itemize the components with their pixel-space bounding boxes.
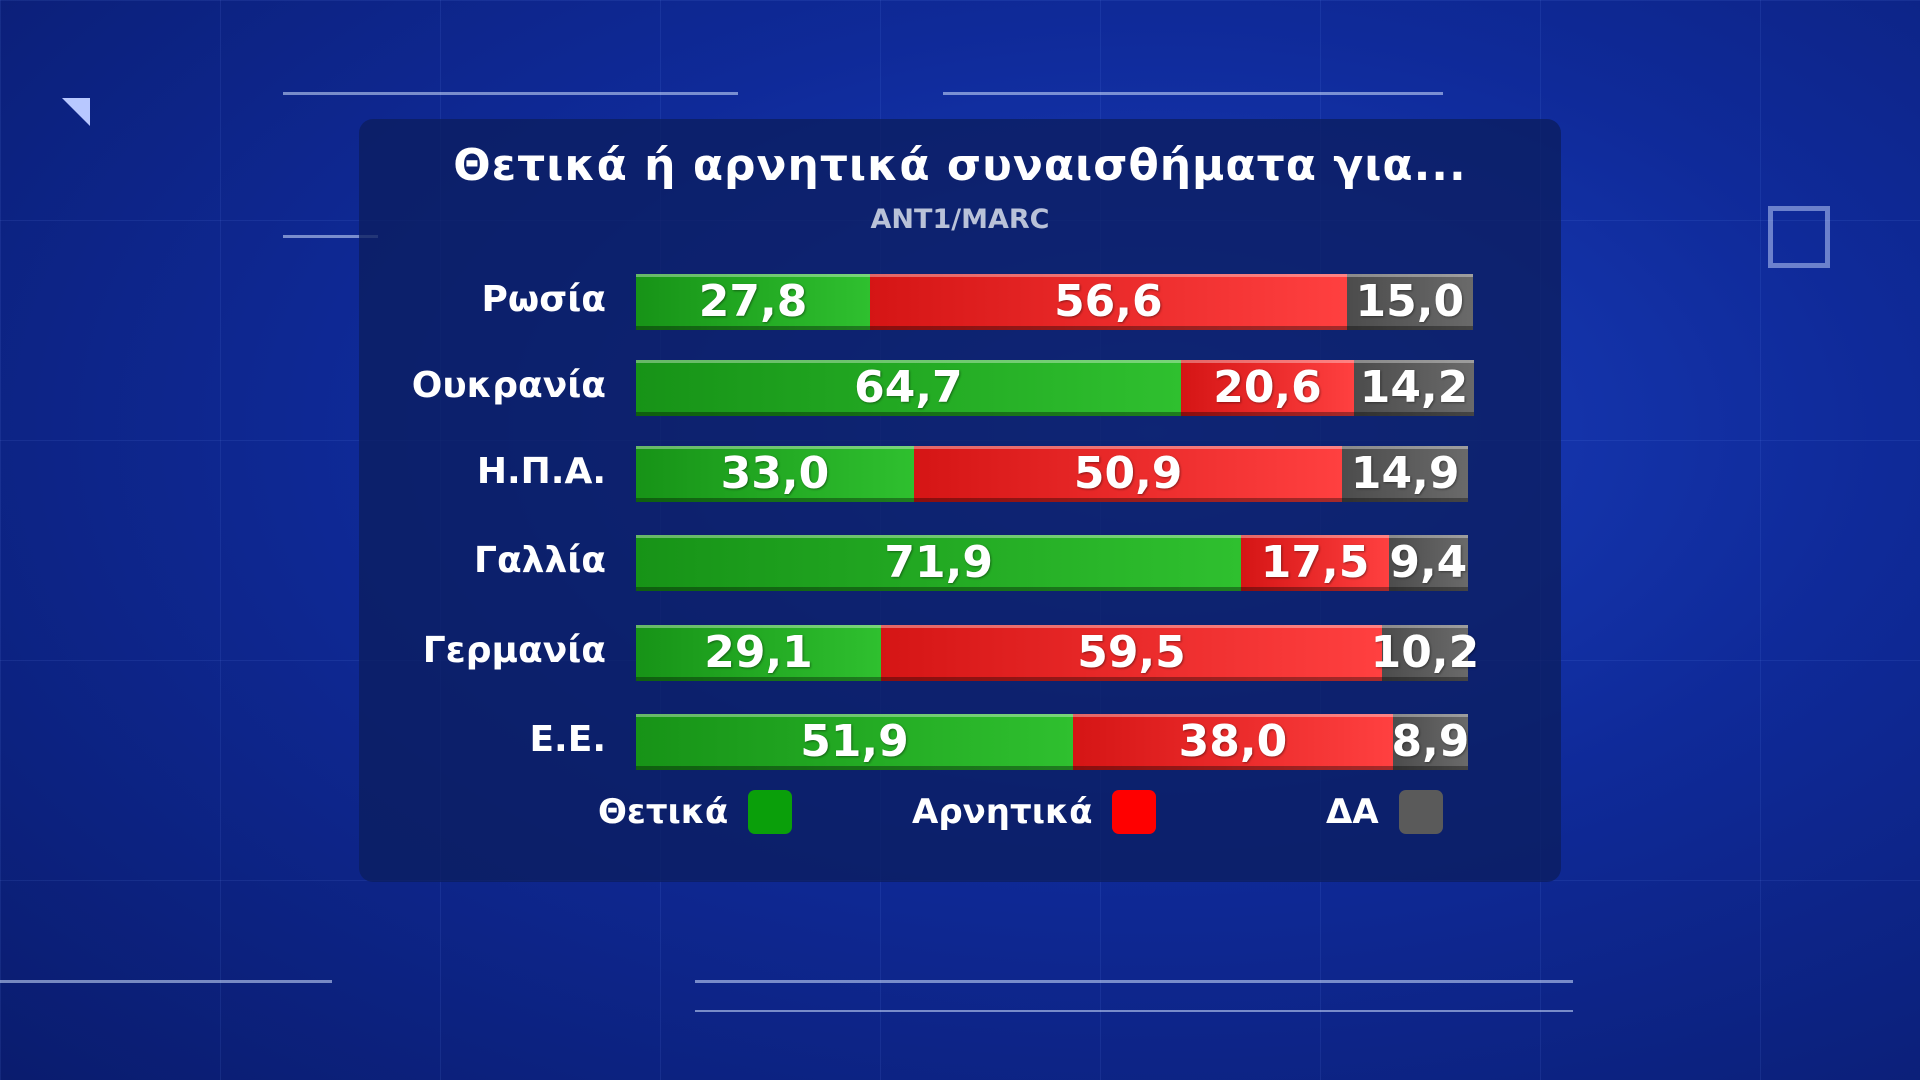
data-label: 20,6 xyxy=(1213,362,1322,413)
bar-segment-positive: 64,7 xyxy=(636,360,1181,416)
data-label: 38,0 xyxy=(1178,716,1288,767)
legend-item: Θετικά xyxy=(598,790,793,834)
legend-item: Αρνητικά xyxy=(912,790,1157,834)
legend-swatch xyxy=(1112,790,1157,834)
decor-line xyxy=(283,92,738,95)
decor-line xyxy=(943,92,1443,95)
data-label: 51,9 xyxy=(800,716,909,767)
data-label: 29,1 xyxy=(704,627,813,678)
bar-segment-positive: 33,0 xyxy=(636,446,914,502)
bar-segment-negative: 59,5 xyxy=(881,625,1382,681)
bar-segment-dk: 8,9 xyxy=(1391,714,1470,770)
category-label: Η.Π.Α. xyxy=(476,451,606,492)
data-label: 50,9 xyxy=(1073,448,1183,499)
data-label: 8,9 xyxy=(1391,716,1470,767)
bar-segment-positive: 29,1 xyxy=(636,625,882,681)
data-label: 56,6 xyxy=(1054,276,1163,327)
legend-label: ΔΑ xyxy=(1326,792,1379,832)
category-label: Ουκρανία xyxy=(411,365,606,406)
bar-segment-dk: 14,9 xyxy=(1342,446,1468,502)
legend-label: Αρνητικά xyxy=(912,792,1093,832)
legend-item: ΔΑ xyxy=(1326,790,1443,834)
bar-segment-positive: 71,9 xyxy=(636,535,1242,591)
bar-segment-dk: 9,4 xyxy=(1388,535,1468,591)
decor-line xyxy=(283,235,378,238)
legend-swatch xyxy=(1398,790,1443,834)
decor-line xyxy=(0,980,332,983)
data-label: 9,4 xyxy=(1389,537,1468,588)
category-label: Ρωσία xyxy=(481,279,606,320)
bar-segment-positive: 27,8 xyxy=(636,274,871,330)
bar-segment-dk: 10,2 xyxy=(1371,625,1479,681)
bar-segment-negative: 20,6 xyxy=(1180,360,1355,416)
bar-segment-negative: 38,0 xyxy=(1072,714,1393,770)
data-label: 14,2 xyxy=(1359,362,1469,413)
data-label: 27,8 xyxy=(698,276,808,327)
bar-segment-positive: 51,9 xyxy=(636,714,1073,770)
bar-segment-negative: 17,5 xyxy=(1241,535,1389,591)
category-label: Γαλλία xyxy=(474,540,606,581)
data-label: 14,9 xyxy=(1350,448,1460,499)
bar-segment-dk: 14,2 xyxy=(1354,360,1474,416)
data-label: 71,9 xyxy=(884,537,993,588)
data-label: 33,0 xyxy=(720,448,830,499)
data-label: 64,7 xyxy=(854,362,963,413)
data-label: 59,5 xyxy=(1077,627,1186,678)
data-label: 10,2 xyxy=(1370,627,1480,678)
legend-label: Θετικά xyxy=(598,792,729,832)
corner-triangle-icon xyxy=(62,98,90,126)
legend-swatch xyxy=(748,790,793,834)
square-decor-icon xyxy=(1768,206,1830,268)
bar-segment-dk: 15,0 xyxy=(1346,274,1473,330)
data-label: 15,0 xyxy=(1355,276,1465,327)
bar-segment-negative: 56,6 xyxy=(870,274,1347,330)
decor-line xyxy=(695,1010,1573,1012)
chart-subtitle: ANT1/MARC xyxy=(870,204,1050,235)
data-label: 17,5 xyxy=(1260,537,1370,588)
chart-title: Θετικά ή αρνητικά συναισθήματα για... xyxy=(453,140,1467,191)
bar-segment-negative: 50,9 xyxy=(913,446,1343,502)
decor-line xyxy=(695,980,1573,983)
category-label: Ε.Ε. xyxy=(529,719,606,760)
category-label: Γερμανία xyxy=(422,630,606,671)
